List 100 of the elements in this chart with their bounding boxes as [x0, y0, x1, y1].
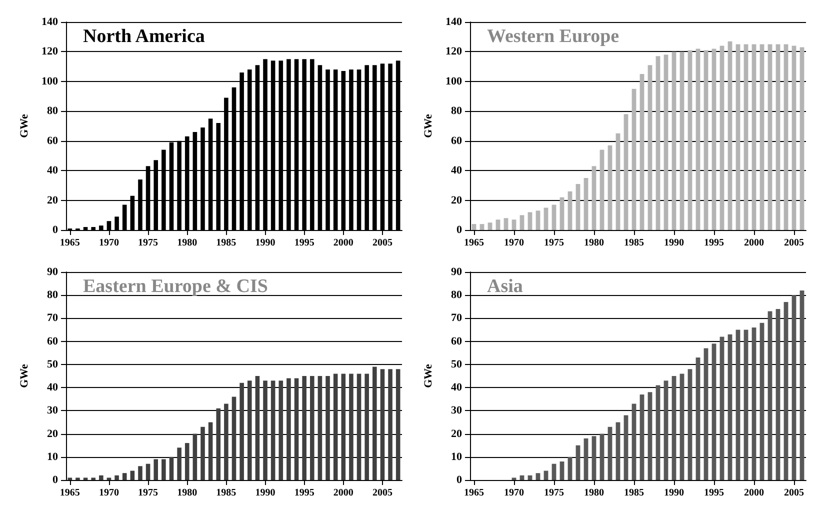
bar — [568, 191, 572, 230]
bar — [728, 41, 732, 230]
bar — [696, 48, 700, 230]
bar — [752, 327, 756, 480]
x-tick-label: 1965 — [60, 238, 80, 248]
y-tick-label: 140 — [446, 16, 462, 28]
x-tick-label: 1975 — [544, 238, 564, 248]
bar — [528, 212, 532, 230]
bar — [294, 378, 299, 480]
bar — [333, 374, 338, 480]
bar — [216, 408, 221, 480]
bar — [302, 376, 306, 480]
x-tick-label: 2000 — [744, 238, 764, 248]
y-axis-title: GWe — [18, 114, 30, 138]
bar — [388, 369, 392, 480]
bar — [704, 50, 708, 230]
bar — [736, 44, 740, 230]
y-tick-label: 0 — [456, 474, 462, 486]
x-tick-label: 1975 — [138, 488, 158, 498]
bar — [122, 473, 127, 480]
bar — [177, 448, 182, 480]
bar — [232, 396, 236, 480]
y-tick-label: 80 — [47, 289, 58, 302]
bar — [800, 290, 804, 480]
bar — [512, 220, 516, 230]
bar — [568, 456, 572, 480]
bar — [768, 44, 772, 230]
bar — [640, 394, 644, 480]
bar — [712, 344, 716, 480]
x-tick-label: 1995 — [704, 488, 724, 498]
y-tick-label: 20 — [47, 194, 58, 206]
bar — [114, 475, 119, 480]
y-tick-label: 140 — [42, 16, 58, 28]
bar — [760, 44, 764, 230]
bar — [240, 382, 244, 480]
bar — [255, 376, 260, 480]
bar — [600, 150, 604, 230]
bar — [800, 47, 804, 230]
y-tick-label: 20 — [451, 428, 462, 440]
bar — [776, 44, 780, 230]
bar — [672, 376, 676, 480]
bar — [200, 426, 205, 480]
bar — [396, 369, 400, 480]
x-tick-label: 1975 — [544, 488, 564, 498]
bar — [696, 358, 700, 480]
bar — [648, 392, 652, 480]
bar — [784, 44, 788, 230]
bar — [728, 334, 732, 480]
bar — [760, 322, 764, 480]
bar — [99, 475, 104, 480]
bar — [130, 470, 135, 480]
bar — [184, 443, 190, 480]
bar — [608, 145, 612, 230]
x-tick-label: 1980 — [177, 238, 198, 248]
y-tick-label: 20 — [451, 194, 462, 206]
bar — [504, 218, 508, 230]
y-tick-label: 90 — [47, 266, 58, 278]
x-tick-label: 1980 — [584, 238, 604, 248]
y-tick-label: 80 — [451, 289, 462, 302]
y-tick-label: 60 — [47, 134, 58, 147]
bar — [560, 197, 564, 230]
bar — [552, 204, 556, 230]
bar — [154, 459, 158, 480]
bar — [138, 466, 142, 480]
x-tick-label: 2000 — [744, 488, 764, 498]
bar — [664, 380, 668, 480]
y-tick-label: 50 — [47, 358, 58, 370]
y-axis-title: GWe — [422, 364, 434, 388]
y-tick-label: 120 — [446, 46, 462, 58]
y-tick-label: 0 — [52, 474, 58, 486]
bar — [752, 44, 756, 230]
bar — [576, 184, 580, 230]
bar — [169, 456, 174, 480]
bar — [592, 436, 596, 480]
bar — [584, 438, 588, 480]
bar — [224, 404, 228, 480]
y-axis-title: GWe — [422, 114, 434, 138]
bar — [656, 385, 660, 480]
x-tick-label: 2000 — [333, 238, 354, 248]
x-tick-label: 1995 — [294, 238, 314, 248]
bar — [584, 178, 588, 230]
bar — [680, 52, 684, 230]
x-tick-label: 1985 — [624, 238, 644, 248]
bar — [680, 374, 684, 480]
x-tick-label: 1980 — [177, 488, 198, 498]
bar — [286, 378, 291, 480]
x-tick-label: 1985 — [624, 488, 644, 498]
y-tick-label: 70 — [451, 312, 462, 324]
bar — [560, 462, 564, 480]
y-tick-label: 80 — [47, 105, 58, 118]
bar — [720, 46, 724, 230]
chart-title: Western Europe — [487, 26, 620, 47]
bar — [624, 415, 628, 480]
bar — [552, 464, 556, 480]
bar — [310, 376, 314, 480]
bar — [792, 295, 796, 480]
y-tick-label: 30 — [451, 404, 462, 417]
x-tick-label: 2005 — [372, 238, 392, 248]
bar — [744, 44, 748, 230]
bar — [592, 166, 596, 230]
